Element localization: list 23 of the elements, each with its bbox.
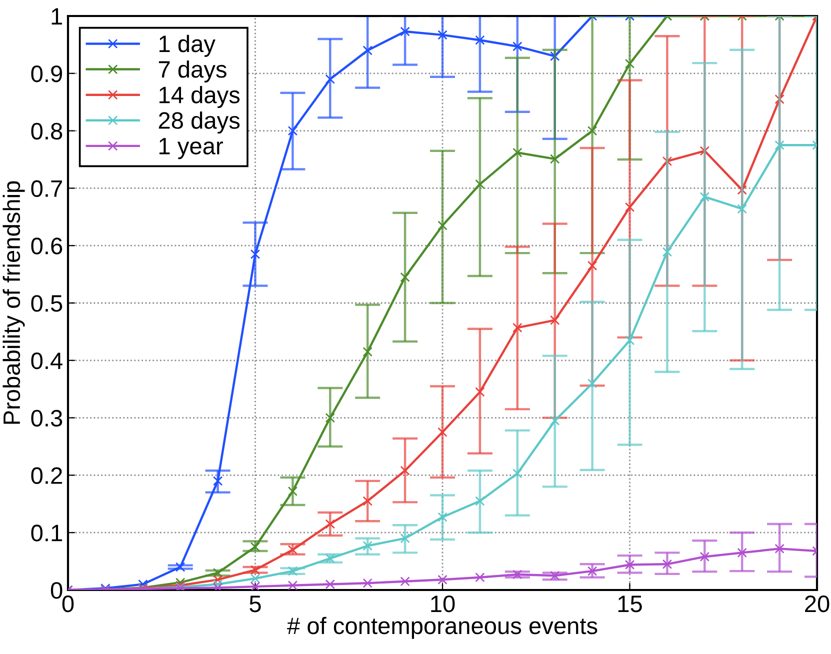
x-tick-label: 20 <box>805 595 830 612</box>
y-tick-label: 0.5 <box>31 295 62 312</box>
x-tick-label: 0 <box>62 595 74 612</box>
y-tick-label: 0 <box>50 582 62 599</box>
y-tick-label: 0.2 <box>31 467 62 484</box>
legend-label: 1 day <box>160 34 216 57</box>
y-axis-title: Probability of friendship <box>2 181 25 424</box>
y-tick-label: 0.1 <box>31 524 62 542</box>
legend-label: 14 days <box>160 86 240 108</box>
x-tick-label: 15 <box>618 596 642 612</box>
x-tick-label: 5 <box>250 596 261 612</box>
x-tick-label: 10 <box>431 595 455 612</box>
y-tick-label: 0.4 <box>31 352 62 370</box>
y-tick-label: 0.8 <box>31 122 62 140</box>
y-tick-label: 0.6 <box>31 238 62 254</box>
y-tick-label: 0.7 <box>31 180 62 197</box>
y-tick-label: 0.9 <box>31 65 62 82</box>
legend-label: 7 days <box>158 60 226 82</box>
y-tick-label: 1 <box>52 8 62 25</box>
y-tick-label: 0.3 <box>31 410 62 427</box>
legend-label: 1 year <box>160 138 223 160</box>
legend-label: 28 days <box>158 112 240 134</box>
x-axis-title: # of contemporaneous events <box>287 616 598 639</box>
